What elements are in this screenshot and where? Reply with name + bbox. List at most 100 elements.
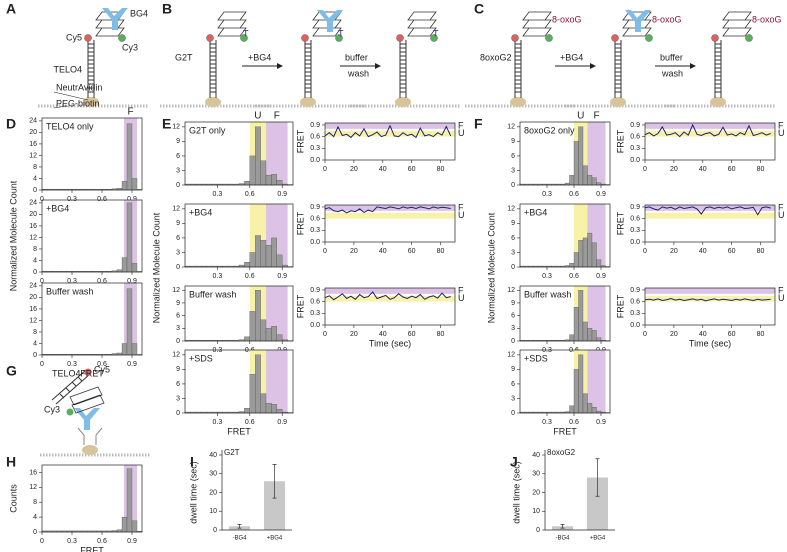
y-tick-label: 4 bbox=[33, 340, 37, 347]
histogram-bar bbox=[244, 180, 250, 186]
x-tick-label: 0.9 bbox=[127, 278, 137, 285]
y-tick-label: 0.9 bbox=[630, 122, 640, 129]
y-axis-label: Counts bbox=[8, 484, 18, 513]
y-axis-label: dwell time (sec) bbox=[511, 461, 521, 524]
chart-line: FU 0.0 0.3 0.6 0.9 0 20 40 60 80 FRET bbox=[295, 202, 464, 255]
y-tick-label: 0 bbox=[511, 264, 515, 271]
y-tick-label: 12 bbox=[172, 287, 180, 294]
plot-frame bbox=[41, 464, 143, 533]
y-tick-label: 0.3 bbox=[630, 227, 640, 234]
histogram-bar bbox=[591, 242, 597, 268]
histogram-bar bbox=[121, 343, 128, 356]
y-tick-label: 0.9 bbox=[630, 204, 640, 211]
y-tick-label: 0.9 bbox=[310, 204, 320, 211]
lesion-label: 8-oxoG bbox=[552, 14, 582, 24]
x-tick-label: 0 bbox=[40, 278, 44, 285]
y-tick-label: 12 bbox=[507, 206, 515, 213]
band-label: F bbox=[458, 285, 464, 295]
panel-c: 8-oxoG 8-oxoG 8-oxoG 8oxoG2 +BG4 buffer … bbox=[463, 10, 782, 109]
y-tick-label: 20 bbox=[532, 489, 540, 496]
y-tick-label: 0 bbox=[33, 269, 37, 276]
y-tick-label: 3 bbox=[511, 395, 515, 402]
step-label: buffer bbox=[660, 52, 683, 62]
x-tick-label: 0.3 bbox=[542, 273, 552, 280]
histogram-bar bbox=[596, 337, 602, 342]
x-axis-label: FRET bbox=[227, 426, 251, 436]
x-tick-label: 40 bbox=[379, 331, 387, 338]
y-tick-label: 8 bbox=[33, 329, 37, 336]
histogram-bar bbox=[573, 141, 579, 186]
chart-line: FU 0.0 0.3 0.6 0.9 0 20 40 60 80 FRET Time (sec) bbox=[295, 285, 464, 348]
y-axis-label: FRET bbox=[615, 294, 625, 318]
y-axis-label: FRET bbox=[295, 129, 305, 153]
x-tick-label: 80 bbox=[437, 166, 445, 173]
x-tick-label: 0 bbox=[40, 538, 44, 545]
y-tick-label: 0.3 bbox=[310, 227, 320, 234]
histogram-bar bbox=[591, 407, 597, 414]
y-tick-label: 0 bbox=[511, 182, 515, 189]
plot-frame bbox=[519, 285, 611, 342]
y-tick-label: 0.0 bbox=[310, 157, 320, 164]
cy5-label: Cy5 bbox=[66, 32, 82, 42]
panel-b: T T T G2T +BG4 buffer wash bbox=[158, 10, 462, 109]
x-tick-label: 0.3 bbox=[542, 419, 552, 426]
histogram-bar bbox=[121, 257, 128, 273]
x-tick-label: 0.9 bbox=[127, 196, 137, 203]
x-tick-label: 20 bbox=[670, 248, 678, 255]
band-label: U bbox=[458, 128, 465, 138]
y-tick-label: 24 bbox=[29, 200, 37, 207]
plot-frame bbox=[644, 287, 776, 326]
histogram-bar bbox=[578, 354, 584, 414]
y-tick-label: 30 bbox=[532, 471, 540, 478]
chart-histogram: 0 3 6 9 12 0.3 0.6 0.9 +SDS FRET bbox=[507, 349, 611, 436]
x-tick-label: 0.6 bbox=[245, 191, 255, 198]
x-axis-label: FRET bbox=[80, 545, 104, 552]
x-tick-label: 0 bbox=[40, 361, 44, 368]
x-tick-label: 0 bbox=[643, 166, 647, 173]
histogram-bar bbox=[249, 252, 256, 268]
x-tick-label: 0.6 bbox=[569, 191, 579, 198]
x-tick-label: 0.9 bbox=[596, 191, 606, 198]
x-tick-label: 0.9 bbox=[127, 538, 137, 545]
fret-trace bbox=[644, 123, 771, 138]
x-tick-label: 0.6 bbox=[245, 419, 255, 426]
band bbox=[645, 205, 775, 211]
y-tick-label: 12 bbox=[29, 234, 37, 241]
y-tick-label: 8 bbox=[33, 164, 37, 171]
y-tick-label: 12 bbox=[29, 152, 37, 159]
x-tick-label: 0 bbox=[323, 166, 327, 173]
y-tick-label: 30 bbox=[209, 471, 217, 478]
t-mark: T bbox=[338, 28, 344, 38]
y-tick-label: 0.3 bbox=[630, 145, 640, 152]
y-tick-label: 16 bbox=[29, 469, 37, 476]
series-label: TELO4 only bbox=[46, 121, 94, 131]
x-tick-label: -BG4 bbox=[555, 536, 570, 542]
band bbox=[587, 122, 606, 185]
x-tick-label: 0.6 bbox=[97, 361, 107, 368]
histogram-bar bbox=[265, 328, 272, 342]
band-label: F bbox=[778, 120, 784, 130]
cy3-label: Cy3 bbox=[44, 404, 60, 414]
plot-frame bbox=[41, 199, 143, 273]
series-label: G2T only bbox=[189, 125, 226, 135]
histogram-bar bbox=[587, 403, 593, 414]
y-tick-label: 3 bbox=[511, 167, 515, 174]
telo-label: TELO4 bbox=[52, 368, 81, 378]
y-tick-label: 9 bbox=[511, 300, 515, 307]
x-tick-label: 0 bbox=[323, 331, 327, 338]
band-label: F bbox=[778, 285, 784, 295]
histogram-bar bbox=[587, 175, 593, 186]
x-tick-label: 80 bbox=[437, 331, 445, 338]
plot-frame bbox=[519, 349, 611, 414]
step-label: +BG4 bbox=[248, 52, 271, 62]
histogram-bar bbox=[578, 240, 584, 268]
y-tick-label: 9 bbox=[176, 366, 180, 373]
plot-frame bbox=[41, 282, 143, 356]
histogram-bar bbox=[265, 403, 272, 414]
chart-bar: 0 10 20 30 40 -BG4 +BG4 G2T dwell time (sec) bbox=[188, 448, 292, 542]
band bbox=[587, 286, 606, 341]
y-tick-label: 3 bbox=[176, 167, 180, 174]
band bbox=[645, 130, 775, 137]
axis bbox=[544, 450, 615, 531]
band bbox=[266, 350, 288, 413]
